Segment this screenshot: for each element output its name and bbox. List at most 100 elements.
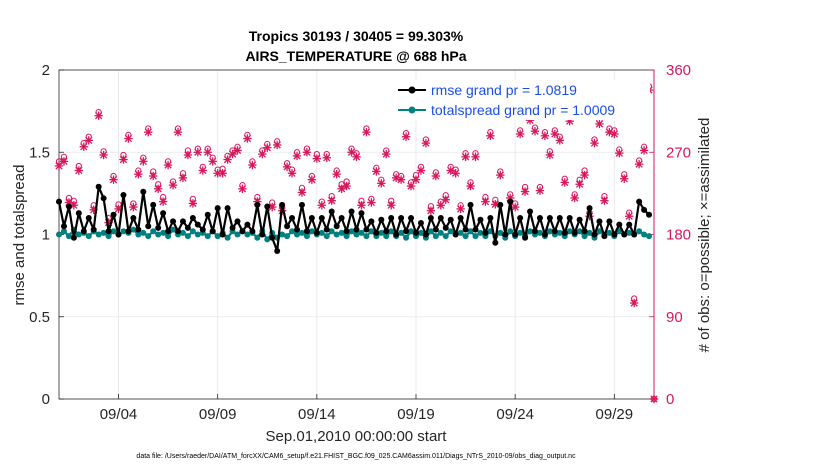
rmse-point — [502, 231, 509, 238]
obs-assimilated-marker — [297, 188, 307, 197]
totalspread-point — [507, 228, 514, 235]
obs-assimilated-marker — [367, 198, 376, 207]
chart-title: Tropics 30193 / 30405 = 99.303% — [249, 28, 464, 44]
obs-assimilated-marker — [208, 157, 217, 166]
rmse-point — [303, 228, 310, 235]
rmse-point — [338, 215, 345, 222]
obs-assimilated-marker — [634, 159, 644, 169]
rmse-point — [313, 229, 320, 236]
rmse-point — [388, 215, 395, 222]
obs-assimilated-marker — [550, 129, 560, 139]
rmse-point — [447, 216, 454, 223]
rmse-point — [541, 231, 548, 238]
totalspread-point — [646, 233, 653, 240]
rmse-point — [532, 228, 538, 235]
obs-assimilated-marker — [238, 184, 247, 194]
x-tick-label: 09/09 — [199, 406, 237, 423]
totalspread-point — [75, 231, 82, 238]
rmse-point — [536, 215, 543, 222]
rmse-point — [328, 208, 335, 215]
obs-assimilated-marker — [555, 136, 564, 145]
rmse-point — [507, 198, 514, 205]
totalspread-point — [105, 233, 112, 240]
rmse-point — [284, 223, 291, 230]
totalspread-point — [477, 229, 484, 236]
totalspread-point — [155, 231, 162, 238]
obs-assimilated-marker — [153, 184, 163, 194]
rmse-point — [75, 210, 82, 217]
obs-assimilated-marker — [560, 178, 569, 187]
obs-assimilated-marker — [352, 152, 361, 162]
totalspread-point — [303, 233, 310, 240]
obs-assimilated-marker — [396, 175, 406, 184]
rmse-point — [586, 205, 593, 212]
totalspread-point — [626, 229, 633, 236]
obs-assimilated-marker — [228, 149, 237, 159]
obs-assimilated-marker — [312, 154, 322, 163]
rmse-point — [358, 210, 365, 217]
totalspread-point — [353, 231, 360, 238]
obs-assimilated-marker — [243, 134, 252, 143]
rmse-point — [646, 211, 653, 218]
rmse-point — [363, 226, 370, 233]
obs-assimilated-marker — [129, 202, 138, 212]
obs-assimilated-marker — [198, 166, 207, 175]
totalspread-point — [165, 233, 172, 240]
totalspread-point — [95, 231, 102, 238]
obs-assimilated-marker — [377, 179, 386, 188]
obs-assimilated-marker — [600, 196, 609, 205]
obs-assimilated-marker — [590, 138, 599, 148]
rmse-point — [56, 198, 62, 205]
rmse-point — [487, 215, 494, 222]
totalspread-point — [214, 233, 221, 240]
obs-assimilated-marker — [486, 131, 495, 140]
rmse-point — [175, 228, 181, 235]
rmse-point — [591, 231, 598, 238]
chart-subtitle: AIRS_TEMPERATURE @ 688 hPa — [245, 48, 466, 64]
obs-assimilated-marker — [481, 197, 490, 206]
totalspread-point — [308, 228, 315, 235]
y-tick-label: 1 — [42, 227, 50, 244]
obs-assimilated-marker — [625, 212, 634, 221]
totalspread-point — [566, 228, 573, 235]
totalspread-point — [279, 231, 286, 238]
totalspread-point — [472, 233, 479, 240]
totalspread-point — [160, 229, 167, 236]
obs-assimilated-marker — [287, 169, 297, 178]
totalspread-point — [581, 233, 588, 240]
obs-assimilated-marker — [272, 140, 282, 150]
rmse-point — [179, 218, 186, 225]
obs-assimilated-marker — [178, 173, 188, 183]
rmse-point — [571, 229, 578, 236]
totalspread-point — [184, 233, 191, 240]
rmse-point — [145, 223, 152, 230]
rmse-point — [274, 247, 281, 254]
obs-assimilated-marker — [163, 160, 173, 170]
rmse-point — [140, 188, 147, 195]
rmse-point — [477, 216, 484, 223]
obs-assimilated-marker — [649, 394, 659, 404]
rmse-point — [497, 201, 504, 208]
rmse-point — [120, 192, 127, 199]
obs-assimilated-marker — [595, 119, 604, 129]
totalspread-point — [135, 231, 142, 238]
x-tick-label: 09/19 — [397, 406, 435, 423]
totalspread-point — [110, 228, 117, 235]
totalspread-point — [556, 229, 563, 236]
legend-spread-marker — [408, 106, 416, 114]
obs-assimilated-marker — [416, 166, 426, 175]
totalspread-point — [294, 231, 300, 238]
obs-assimilated-marker — [59, 157, 69, 166]
obs-assimilated-marker — [124, 134, 133, 143]
rmse-point — [462, 226, 469, 233]
rmse-point — [323, 226, 330, 233]
rmse-point — [170, 218, 177, 225]
totalspread-point — [120, 228, 127, 235]
obs-assimilated-marker — [342, 181, 351, 191]
totalspread-point — [85, 233, 92, 240]
totalspread-point — [56, 231, 62, 238]
totalspread-point — [145, 233, 152, 240]
rmse-point — [110, 211, 117, 218]
obs-assimilated-marker — [620, 174, 629, 183]
obs-assimilated-marker — [451, 169, 460, 178]
